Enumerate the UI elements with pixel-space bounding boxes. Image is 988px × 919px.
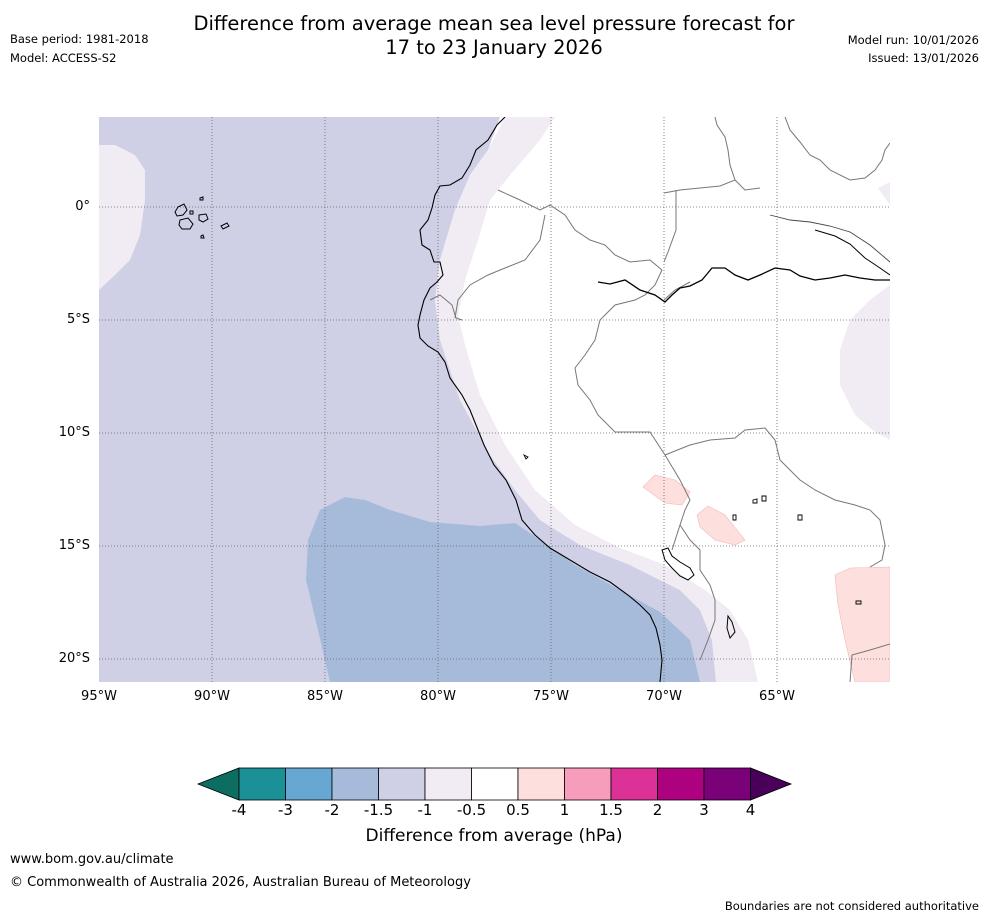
model-run-date: Model run: 10/01/2026 [847,33,979,47]
colorbar-tick: -4 [231,801,247,819]
colorbar-bin [703,767,751,801]
colorbar-tick: 1.5 [599,801,623,819]
anomaly-region-pos0.5-c [834,566,890,682]
anomaly-region-pos0.5-b [696,505,746,546]
country-borders [429,117,890,682]
lat-label-10s: 10°S [58,425,90,440]
colorbar-tick: 4 [745,801,756,819]
lon-label-75w: 75°W [533,689,569,704]
colorbar-extend-min [196,767,240,801]
anomaly-region-pos0.5-a [642,474,691,506]
anomaly-region-neg0.5-west [99,145,145,290]
lon-label-85w: 85°W [307,689,343,704]
colorbar-tick: 1 [559,801,570,819]
colorbar-bin [657,767,705,801]
colorbar-bin [331,767,379,801]
lat-label-20s: 20°S [58,651,90,666]
colorbar-bin [238,767,286,801]
footer-disclaimer: Boundaries are not considered authoritat… [724,899,979,913]
colorbar-tick: -1.5 [363,801,394,819]
colorbar-tick: 3 [699,801,709,819]
colorbar-tick: 0.5 [506,801,530,819]
colorbar-tick: -2 [324,801,340,819]
colorbar-bin [378,767,426,801]
colorbar-bin [564,767,612,801]
colorbar-extend-max [750,767,793,801]
colorbar-bin [424,767,472,801]
colorbar-bin [471,767,519,801]
anomaly-region-neg1.5 [99,117,716,682]
lon-label-95w: 95°W [81,689,117,704]
map-panel [99,117,890,682]
small-lakes [522,453,862,605]
lake-poopo [726,614,736,640]
colorbar-tick: -1 [417,801,433,819]
anomaly-region-neg2 [306,497,700,682]
footer-copyright: © Commonwealth of Australia 2026, Austra… [10,875,471,890]
lon-label-80w: 80°W [420,689,456,704]
graticule [99,117,890,682]
footer-url: www.bom.gov.au/climate [10,852,174,867]
colorbar-bin [517,767,565,801]
colorbar [196,767,793,801]
colorbar-bin [285,767,333,801]
lon-label-70w: 70°W [646,689,682,704]
lon-label-90w: 90°W [194,689,230,704]
title-line-1: Difference from average mean sea level p… [193,12,795,35]
lon-label-65w: 65°W [759,689,795,704]
model-name: Model: ACCESS-S2 [10,51,117,65]
title-line-2: 17 to 23 January 2026 [385,36,603,59]
colorbar-tick: -0.5 [456,801,487,819]
colorbar-label: Difference from average (hPa) [365,826,623,846]
base-period: Base period: 1981-2018 [10,32,149,46]
galapagos-islands [174,196,230,239]
anomaly-region-neg0.5-coast [435,117,758,682]
anomaly-region-neg0.5-east [840,285,890,440]
chart-title: Difference from average mean sea level p… [0,12,988,60]
river-tributary [814,229,890,276]
lat-label-15s: 15°S [58,538,90,553]
amazon-river [597,267,890,303]
coastline-south-america [417,117,663,682]
lake-titicaca [661,547,695,581]
colorbar-bin [610,767,658,801]
anomaly-region-neg0.5-ne [878,182,890,205]
colorbar-tick: 2 [652,801,663,819]
river-tributary-2 [769,214,890,263]
lat-label-5s: 5°S [66,312,90,327]
lat-label-0: 0° [75,199,90,214]
colorbar-tick: -3 [278,801,293,819]
issued-date: Issued: 13/01/2026 [868,51,979,65]
